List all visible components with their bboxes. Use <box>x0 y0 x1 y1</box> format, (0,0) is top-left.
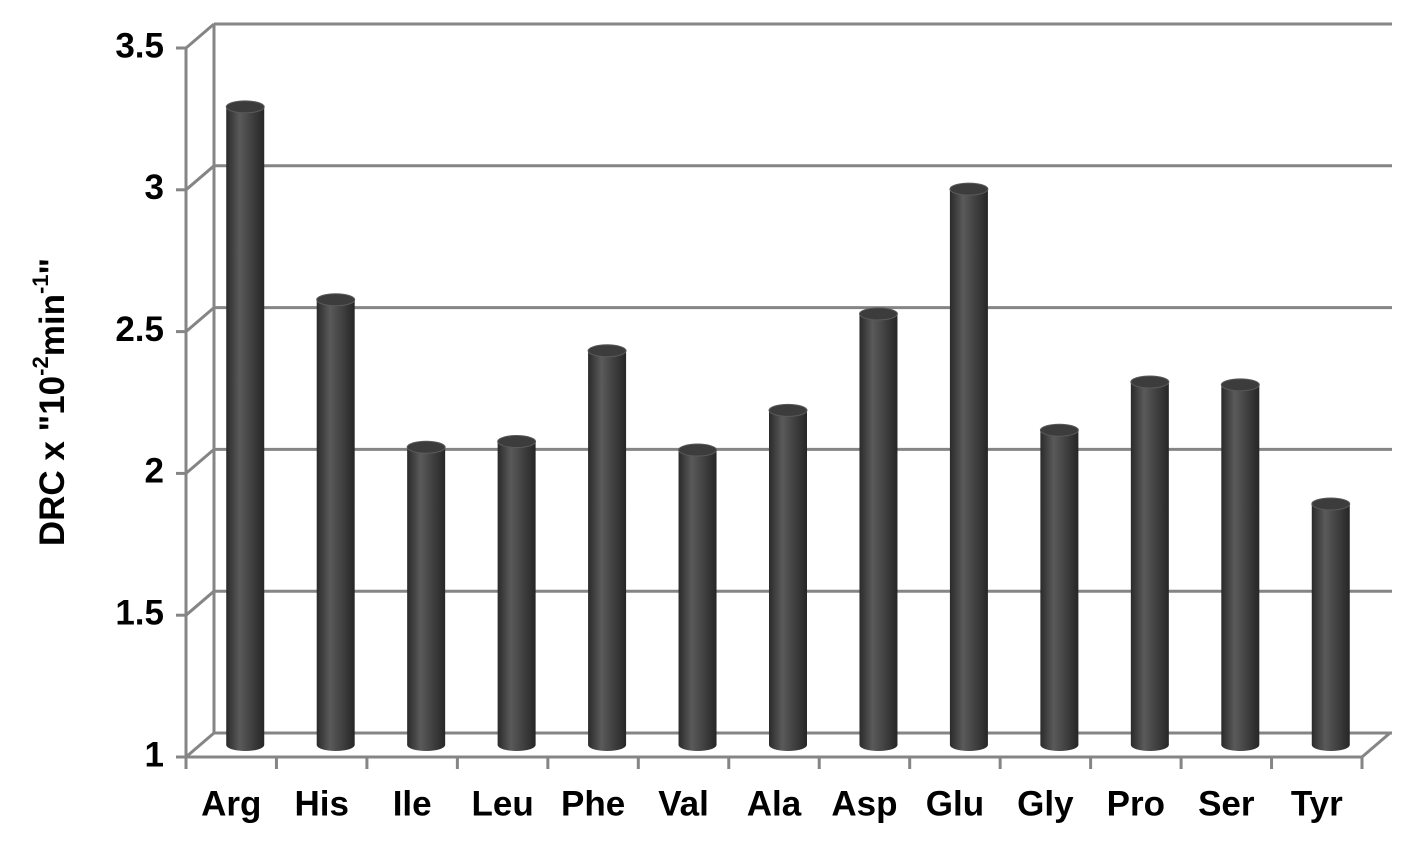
y-axis-title-part: " <box>33 258 72 275</box>
bar <box>1311 497 1350 751</box>
y-tick-label: 1.5 <box>115 593 164 632</box>
bar-top <box>949 182 989 196</box>
bar <box>407 441 446 751</box>
x-tick-label: Val <box>658 784 709 823</box>
bar-top <box>406 440 446 454</box>
x-tick-label: Ser <box>1198 784 1255 823</box>
bar <box>497 435 536 751</box>
bar-top <box>225 100 265 114</box>
x-tick-label: Glu <box>926 784 984 823</box>
bar-top <box>858 307 898 321</box>
y-axis-title-part: min <box>33 294 72 356</box>
x-tick-label: Tyr <box>1291 784 1343 823</box>
bar-top <box>497 435 537 449</box>
bar <box>316 293 355 751</box>
y-tick-label: 3.5 <box>115 26 164 65</box>
y-tick-label: 3 <box>145 168 164 207</box>
grid-diagonal <box>185 306 215 333</box>
bar <box>226 100 265 751</box>
bar <box>1040 424 1079 751</box>
bar-top <box>768 403 808 417</box>
bar-top <box>316 293 356 307</box>
y-tick-label: 2.5 <box>115 310 164 349</box>
y-axis-title-part: -2 <box>28 356 53 376</box>
bar-top <box>1220 378 1260 392</box>
bar-top <box>1311 497 1351 511</box>
grid-diagonal <box>185 731 215 759</box>
bar <box>859 307 898 751</box>
x-tick-label: Ile <box>393 784 432 823</box>
x-tick-label: Gly <box>1017 784 1074 823</box>
y-axis-title: DRC x "10-2min-1" <box>28 258 72 546</box>
bar <box>949 183 988 752</box>
grid-diagonal <box>185 590 215 617</box>
x-tick-label: Arg <box>201 784 261 823</box>
x-tick-label: Phe <box>561 784 625 823</box>
grid-diagonal <box>185 448 215 475</box>
x-tick-label: Ala <box>747 784 802 823</box>
floor-right <box>1361 731 1391 759</box>
bar-top <box>587 344 627 358</box>
y-axis-title-part: -1 <box>28 274 53 294</box>
x-tick-label: Leu <box>471 784 533 823</box>
grid-diagonal <box>185 22 215 50</box>
bar <box>1130 375 1169 751</box>
x-tick-label: His <box>294 784 348 823</box>
bar-top <box>1039 423 1079 437</box>
bar <box>1221 378 1260 751</box>
bar-top <box>678 443 718 457</box>
y-tick-label: 2 <box>145 452 164 491</box>
x-tick-label: Asp <box>831 784 897 823</box>
grid-diagonal <box>185 164 215 191</box>
y-axis-title-part: DRC x "10 <box>33 376 72 546</box>
x-tick-label: Pro <box>1107 784 1165 823</box>
bar <box>678 444 717 751</box>
bar-top <box>1130 375 1170 389</box>
y-tick-label: 1 <box>145 735 164 774</box>
bar <box>769 404 807 751</box>
bar <box>588 344 627 751</box>
